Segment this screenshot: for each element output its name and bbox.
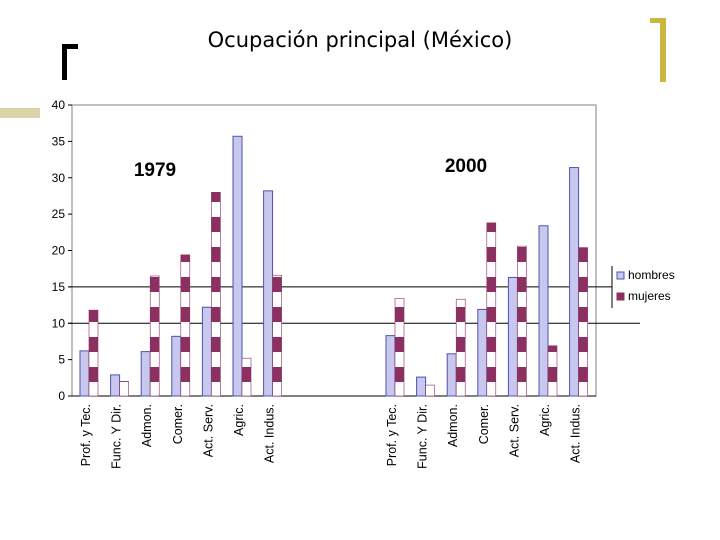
- year-label: 1979: [134, 160, 176, 181]
- bar-mujeres: [578, 247, 588, 397]
- y-tick-label: 0: [58, 389, 65, 403]
- y-tick-label: 35: [52, 134, 66, 148]
- y-tick-label: 30: [52, 171, 66, 185]
- bar-hombres: [446, 353, 457, 397]
- bar-mujeres: [517, 245, 527, 397]
- bar-hombres: [110, 374, 121, 397]
- bar-hombres: [171, 335, 182, 397]
- bar-hombres: [569, 167, 580, 397]
- category-label: Prof. y Tec.: [79, 404, 93, 466]
- bar-mujeres: [241, 357, 252, 397]
- category-label: Agric.: [232, 404, 246, 436]
- y-tick-label: 15: [52, 280, 66, 294]
- legend-label: mujeres: [628, 289, 671, 303]
- bar-hombres: [385, 335, 396, 397]
- bar-mujeres: [486, 222, 497, 397]
- category-label: Func. Y Dir.: [110, 404, 124, 469]
- slide-title: Ocupación principal (México): [207, 28, 513, 52]
- bar-mujeres: [88, 309, 99, 397]
- right-corner-bracket-decoration: [650, 18, 666, 82]
- bar-hombres: [140, 351, 151, 397]
- y-tick-label: 5: [58, 353, 65, 367]
- category-label: Act. Indus.: [569, 404, 583, 463]
- legend-swatch: [616, 292, 625, 301]
- side-accent-bar: [0, 108, 40, 118]
- category-label: Admon.: [140, 404, 154, 447]
- y-tick-label: 20: [52, 244, 66, 258]
- bar-hombres: [201, 306, 212, 397]
- bar-hombres: [232, 135, 243, 397]
- category-label: Act. Serv.: [201, 404, 215, 457]
- bar-mujeres: [149, 275, 160, 397]
- bar-mujeres: [211, 192, 221, 397]
- category-label: Admon.: [446, 404, 460, 447]
- category-label: Comer.: [171, 404, 185, 444]
- category-label: Agric.: [538, 404, 552, 436]
- bar-mujeres: [272, 274, 282, 397]
- y-tick-label: 40: [52, 98, 66, 112]
- bar-hombres: [477, 308, 488, 397]
- category-label: Act. Indus.: [263, 404, 277, 463]
- bar-mujeres: [547, 345, 558, 397]
- year-label: 2000: [445, 156, 487, 177]
- category-label: Act. Serv.: [507, 404, 521, 457]
- bar-mujeres: [425, 384, 435, 397]
- bar-mujeres: [119, 381, 129, 397]
- category-label: Prof. y Tec.: [385, 404, 399, 466]
- left-corner-bracket-decoration: [62, 44, 78, 80]
- category-label: Func. Y Dir.: [416, 404, 430, 469]
- category-label: Comer.: [477, 404, 491, 444]
- bar-mujeres: [455, 298, 466, 397]
- bar-hombres: [79, 350, 90, 397]
- y-tick-label: 10: [52, 316, 66, 330]
- legend-label: hombres: [628, 268, 675, 282]
- bar-mujeres: [394, 298, 405, 397]
- bar-hombres: [263, 190, 274, 397]
- bar-hombres: [538, 225, 549, 397]
- bar-hombres: [416, 376, 427, 397]
- legend-swatch: [616, 271, 625, 280]
- y-tick-label: 25: [52, 207, 66, 221]
- bar-hombres: [507, 276, 518, 397]
- bar-mujeres: [180, 254, 191, 397]
